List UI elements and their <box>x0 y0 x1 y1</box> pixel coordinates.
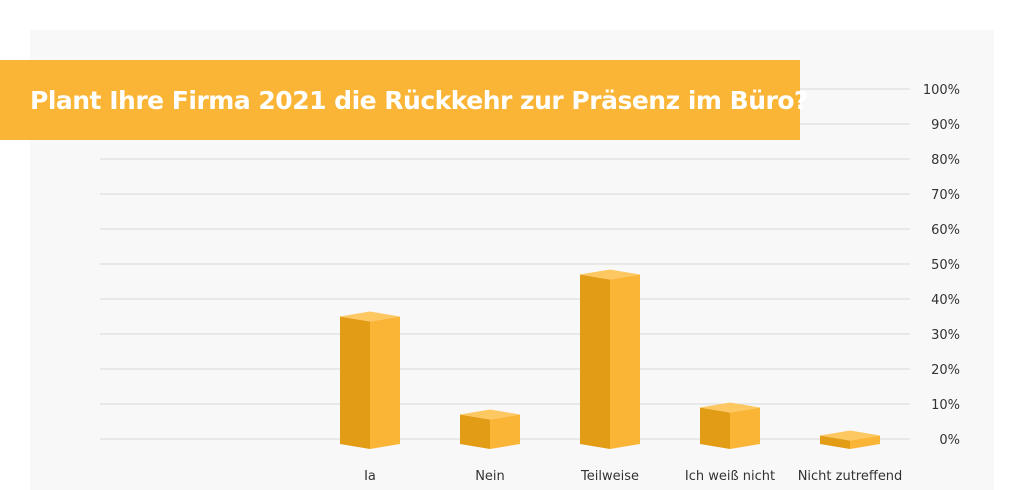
bar <box>580 269 640 449</box>
x-category-label: Nicht zutreffend <box>798 469 903 480</box>
y-tick-label: 30% <box>931 328 960 343</box>
bar-top-face <box>820 430 880 441</box>
bar <box>700 402 760 449</box>
gridlines <box>100 88 910 440</box>
y-axis-tick-labels: 0% 10% 20% 30% 40% 50% 60% 70% 80% 90% 100% <box>923 83 960 448</box>
y-tick-label: 70% <box>931 188 960 203</box>
bar-top-face <box>580 269 640 280</box>
bar <box>820 430 880 449</box>
y-tick-label: 100% <box>923 83 960 98</box>
bar-top-face <box>700 402 760 413</box>
y-tick-label: 20% <box>931 363 960 378</box>
y-tick-label: 80% <box>931 153 960 168</box>
y-tick-label: 50% <box>931 258 960 273</box>
x-axis-category-labels: Ja Nein Teilweise Ich weiß nicht Nicht zutre… <box>363 469 902 480</box>
bar <box>340 311 400 449</box>
bars <box>340 269 880 449</box>
bar-right-face <box>730 407 760 449</box>
bar-left-face <box>700 407 730 449</box>
y-tick-label: 0% <box>939 433 960 448</box>
x-category-label: Ja <box>363 469 376 480</box>
bar-top-face <box>460 409 520 420</box>
x-category-label: Teilweise <box>580 469 639 480</box>
bar-right-face <box>370 316 400 449</box>
title-banner: Plant Ihre Firma 2021 die Rückkehr zur P… <box>0 60 809 140</box>
bar-left-face <box>580 274 610 449</box>
bar-right-face <box>610 274 640 449</box>
x-category-label: Ich weiß nicht <box>685 469 775 480</box>
bar <box>460 409 520 449</box>
x-category-label: Nein <box>475 469 505 480</box>
y-tick-label: 40% <box>931 293 960 308</box>
bar-top-face <box>340 311 400 322</box>
bar-left-face <box>460 414 490 449</box>
bar-left-face <box>340 316 370 449</box>
y-tick-label: 10% <box>931 398 960 413</box>
y-tick-label: 60% <box>931 223 960 238</box>
y-tick-label: 90% <box>931 118 960 133</box>
chart-title: Plant Ihre Firma 2021 die Rückkehr zur P… <box>30 85 809 115</box>
bar-right-face <box>490 414 520 449</box>
bar-right-face <box>850 435 880 449</box>
bar-left-face <box>820 435 850 449</box>
